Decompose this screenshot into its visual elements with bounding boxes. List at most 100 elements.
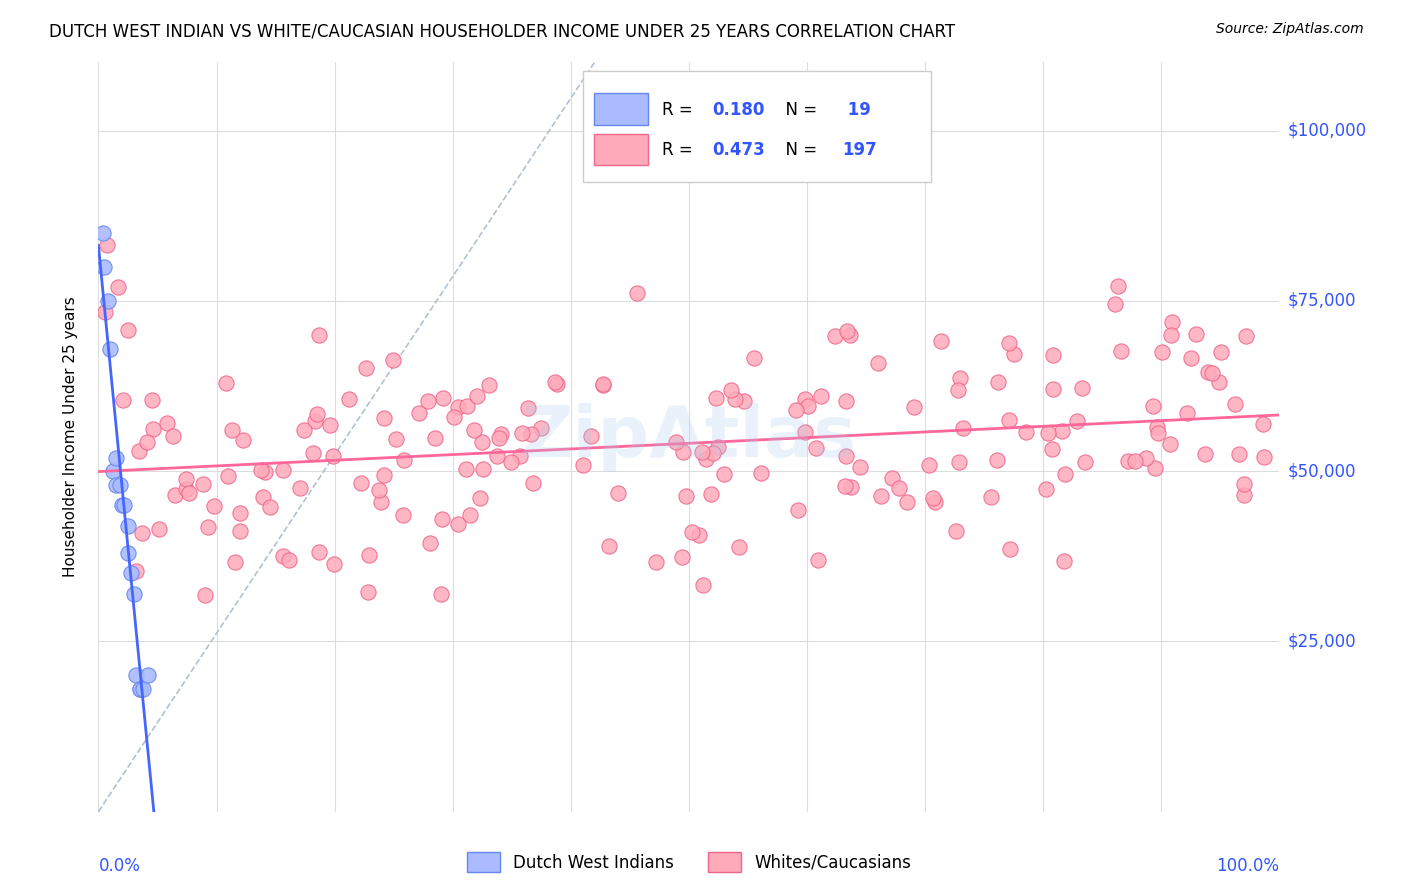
Point xyxy=(544,375,567,389)
Point xyxy=(866,356,889,370)
Point xyxy=(785,403,807,417)
Point xyxy=(724,392,747,406)
Point xyxy=(121,566,143,581)
Point xyxy=(179,485,201,500)
Point xyxy=(1144,460,1167,475)
Point xyxy=(458,508,481,522)
Point xyxy=(373,411,395,425)
Point xyxy=(692,578,714,592)
Point xyxy=(319,417,342,432)
Point xyxy=(141,393,163,408)
Point xyxy=(665,435,688,450)
Point xyxy=(1201,366,1223,380)
Point xyxy=(197,520,219,534)
Point xyxy=(252,490,274,504)
Point xyxy=(530,421,553,435)
Point xyxy=(948,455,970,469)
Point xyxy=(1050,424,1073,438)
Point xyxy=(509,450,531,464)
Point xyxy=(499,455,522,469)
Point xyxy=(370,495,392,509)
Point xyxy=(1015,425,1038,440)
Point xyxy=(1135,451,1157,466)
Point xyxy=(471,435,494,450)
Point xyxy=(980,490,1002,504)
Text: $25,000: $25,000 xyxy=(1288,632,1357,650)
Point xyxy=(1070,381,1092,395)
Text: 0.473: 0.473 xyxy=(713,141,765,159)
Text: 197: 197 xyxy=(842,141,877,159)
Point xyxy=(489,427,512,442)
Point xyxy=(924,495,946,509)
Text: R =: R = xyxy=(662,101,697,119)
Point xyxy=(849,459,872,474)
Point xyxy=(1040,442,1063,456)
Point xyxy=(416,394,439,409)
Point xyxy=(835,394,858,409)
Point xyxy=(323,558,346,572)
Point xyxy=(112,498,135,512)
Text: N =: N = xyxy=(775,101,823,119)
Point xyxy=(835,324,858,338)
Point xyxy=(672,445,695,459)
Point xyxy=(408,405,430,419)
Point xyxy=(224,555,246,569)
Point xyxy=(929,334,952,348)
Point xyxy=(468,491,491,505)
Point xyxy=(922,491,945,505)
Point xyxy=(322,449,344,463)
Point xyxy=(1161,314,1184,328)
Point xyxy=(671,549,693,564)
Point xyxy=(191,477,214,491)
Point xyxy=(870,489,893,503)
Point xyxy=(793,425,815,440)
Point xyxy=(142,421,165,435)
Point xyxy=(728,540,751,554)
Point xyxy=(1104,296,1126,310)
Point xyxy=(1142,399,1164,413)
Point xyxy=(1123,454,1146,468)
Point xyxy=(1227,446,1250,460)
Point xyxy=(1232,477,1254,491)
Point xyxy=(1000,541,1022,556)
Point xyxy=(305,407,328,421)
Point xyxy=(896,494,918,508)
Point xyxy=(887,481,910,495)
Point xyxy=(720,383,742,397)
Point xyxy=(463,423,485,437)
Point xyxy=(804,441,827,455)
Point xyxy=(522,476,544,491)
Y-axis label: Householder Income Under 25 years: Householder Income Under 25 years xyxy=(63,297,77,577)
Point xyxy=(96,237,118,252)
Point xyxy=(1036,426,1059,441)
Point xyxy=(122,587,145,601)
Point xyxy=(592,377,614,392)
Point xyxy=(1159,437,1181,451)
Point xyxy=(136,668,159,682)
Point xyxy=(98,342,121,356)
Point xyxy=(1223,397,1246,411)
Point xyxy=(131,525,153,540)
Point xyxy=(1175,406,1198,420)
Point xyxy=(128,443,150,458)
Point xyxy=(156,417,179,431)
Point xyxy=(797,399,820,413)
Point xyxy=(520,426,543,441)
Point xyxy=(232,433,254,447)
Point xyxy=(702,446,724,460)
Point xyxy=(998,412,1021,426)
Point xyxy=(202,499,225,513)
Point xyxy=(350,476,373,491)
Point xyxy=(107,279,129,293)
Point xyxy=(749,466,772,480)
Point xyxy=(228,524,250,538)
Text: 100.0%: 100.0% xyxy=(1216,856,1279,875)
Point xyxy=(277,553,299,567)
Point xyxy=(253,465,276,479)
Point xyxy=(105,450,128,465)
Point xyxy=(1160,327,1182,342)
Point xyxy=(456,399,478,413)
Point xyxy=(308,545,330,559)
Point xyxy=(465,389,488,403)
Point xyxy=(733,393,755,408)
